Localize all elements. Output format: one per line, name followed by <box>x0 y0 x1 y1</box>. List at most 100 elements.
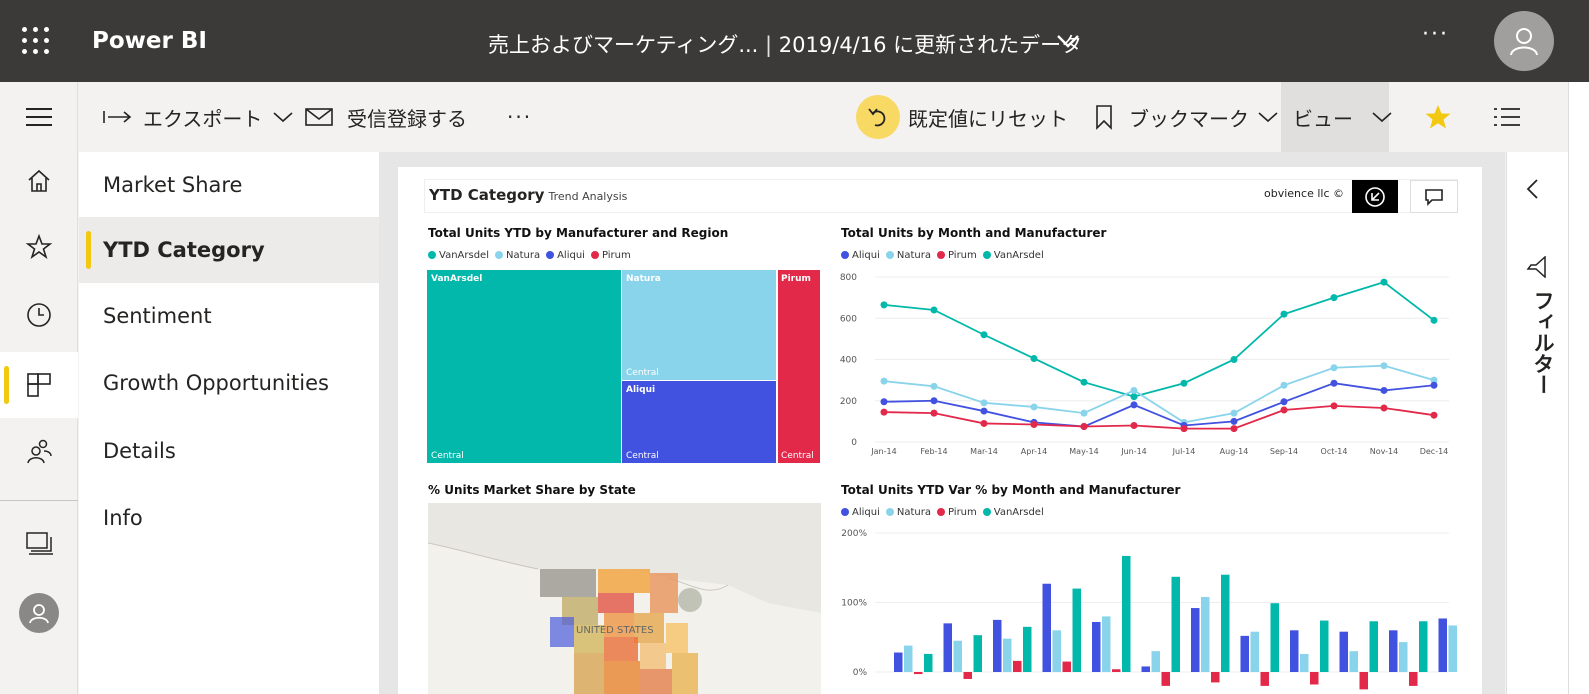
bar[interactable] <box>1211 672 1220 683</box>
bar[interactable] <box>1310 672 1319 685</box>
data-point[interactable] <box>1180 379 1188 387</box>
bar[interactable] <box>1349 651 1359 672</box>
bar[interactable] <box>1221 574 1230 672</box>
data-point[interactable] <box>880 408 888 416</box>
bar[interactable] <box>943 623 953 672</box>
data-point[interactable] <box>1080 378 1088 386</box>
line-chart-visual[interactable]: Total Units by Month and Manufacturer Al… <box>837 224 1457 468</box>
data-point[interactable] <box>1330 379 1338 387</box>
bar[interactable] <box>1072 588 1082 672</box>
bar[interactable] <box>1369 621 1379 672</box>
data-point[interactable] <box>980 331 988 339</box>
chevron-left-icon[interactable] <box>1525 178 1539 200</box>
bar[interactable] <box>1250 631 1260 672</box>
bar[interactable] <box>1448 625 1458 672</box>
bar[interactable] <box>1161 672 1171 686</box>
bar[interactable] <box>1151 651 1161 672</box>
bar[interactable] <box>1270 603 1280 672</box>
data-point[interactable] <box>930 306 938 314</box>
page-tab-ytd-category[interactable]: YTD Category <box>79 217 379 283</box>
data-point[interactable] <box>1380 404 1388 412</box>
data-point[interactable] <box>1080 423 1088 431</box>
data-point[interactable] <box>1430 316 1438 324</box>
data-point[interactable] <box>930 409 938 417</box>
data-point[interactable] <box>1230 356 1238 363</box>
report-title[interactable]: 売上およびマーケティング... | 2019/4/16 に更新されたデータ <box>488 29 1082 59</box>
bar[interactable] <box>1419 621 1428 672</box>
data-point[interactable] <box>1430 411 1438 419</box>
bar[interactable] <box>1062 661 1072 672</box>
shared-with-me-icon[interactable] <box>0 418 78 484</box>
treemap-node-aliqui[interactable]: Aliqui Central <box>622 381 776 463</box>
data-point[interactable] <box>1430 376 1438 384</box>
bar[interactable] <box>1290 630 1299 672</box>
profile-avatar[interactable] <box>0 580 78 646</box>
bar[interactable] <box>1260 672 1270 686</box>
bar[interactable] <box>1320 620 1329 672</box>
bar[interactable] <box>1339 631 1349 672</box>
workspaces-icon[interactable] <box>0 510 78 576</box>
bookmark-button[interactable]: ブックマーク <box>1095 100 1279 134</box>
bar[interactable] <box>894 652 903 672</box>
view-button[interactable]: ビュー <box>1293 100 1393 134</box>
home-icon[interactable] <box>0 148 78 214</box>
bar[interactable] <box>1013 660 1022 672</box>
hamburger-menu-icon[interactable] <box>0 84 78 150</box>
page-tab-growth-opportunities[interactable]: Growth Opportunities <box>79 350 379 416</box>
apps-icon[interactable] <box>0 352 78 418</box>
bar[interactable] <box>993 619 1002 672</box>
data-point[interactable] <box>1130 422 1138 429</box>
data-point[interactable] <box>980 407 988 415</box>
data-point[interactable] <box>1030 420 1038 428</box>
favorites-star-icon[interactable] <box>0 214 78 280</box>
data-point[interactable] <box>1230 417 1238 425</box>
bar[interactable] <box>1201 596 1210 672</box>
bar[interactable] <box>1300 653 1309 672</box>
data-point[interactable] <box>980 399 988 407</box>
data-point[interactable] <box>1380 362 1388 370</box>
bar[interactable] <box>1409 672 1418 686</box>
data-point[interactable] <box>980 419 988 427</box>
obvience-logo[interactable] <box>1352 180 1398 213</box>
data-point[interactable] <box>1180 425 1188 433</box>
data-point[interactable] <box>1030 354 1038 362</box>
data-point[interactable] <box>1130 393 1138 401</box>
data-point[interactable] <box>1330 294 1338 302</box>
data-point[interactable] <box>1030 403 1038 411</box>
bar[interactable] <box>1003 638 1012 672</box>
bar[interactable] <box>1102 616 1111 672</box>
bar[interactable] <box>1191 608 1200 672</box>
data-point[interactable] <box>930 397 938 405</box>
data-point[interactable] <box>1230 425 1238 433</box>
data-point[interactable] <box>1380 386 1388 394</box>
bar[interactable] <box>1240 635 1250 672</box>
bar[interactable] <box>924 653 933 672</box>
data-point[interactable] <box>930 382 938 390</box>
bar[interactable] <box>963 672 973 679</box>
page-list-icon[interactable] <box>1492 100 1522 134</box>
bar[interactable] <box>904 645 913 672</box>
page-scrollbar[interactable] <box>1568 82 1589 694</box>
export-button[interactable]: エクスポート <box>103 100 294 134</box>
data-point[interactable] <box>1280 406 1288 414</box>
page-tab-market-share[interactable]: Market Share <box>79 152 379 218</box>
data-point[interactable] <box>1430 381 1438 389</box>
page-tab-sentiment[interactable]: Sentiment <box>79 283 379 349</box>
bar[interactable] <box>1052 630 1062 672</box>
bar[interactable] <box>1023 626 1032 672</box>
subscribe-button[interactable]: 受信登録する <box>305 100 467 134</box>
filled-map[interactable]: UNITED STATES <box>428 503 821 694</box>
bar[interactable] <box>1092 621 1101 672</box>
data-point[interactable] <box>1330 402 1338 410</box>
data-point[interactable] <box>1230 409 1238 417</box>
bar[interactable] <box>953 640 963 672</box>
data-point[interactable] <box>1380 278 1388 286</box>
data-point[interactable] <box>1130 386 1138 394</box>
data-point[interactable] <box>1280 381 1288 389</box>
bar[interactable] <box>1399 642 1408 672</box>
more-actions-icon[interactable]: ··· <box>507 105 533 129</box>
data-point[interactable] <box>1280 398 1288 406</box>
data-point[interactable] <box>1080 409 1088 417</box>
brand-name[interactable]: Power BI <box>92 28 207 54</box>
bar[interactable] <box>1171 576 1181 672</box>
